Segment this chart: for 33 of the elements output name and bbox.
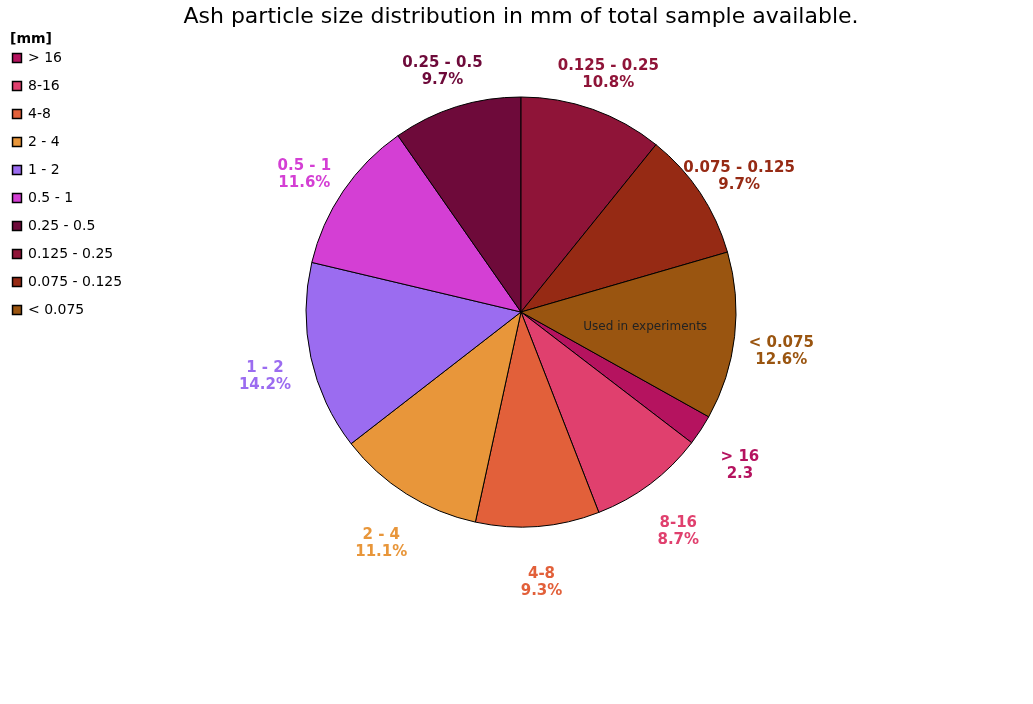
data-label: 8.7% <box>657 529 700 548</box>
slice-label: 0.075 - 0.125 <box>683 157 795 176</box>
slice-label: 2 - 4 <box>362 524 401 543</box>
slice-label: 1 - 2 <box>246 358 284 377</box>
legend-label: 8-16 <box>28 77 60 93</box>
legend-label: 0.075 - 0.125 <box>28 273 123 289</box>
slice-label: 0.25 - 0.5 <box>402 53 483 72</box>
slice-label: > 16 <box>720 446 760 465</box>
legend-label: 4-8 <box>28 105 51 121</box>
data-label: 2.3 <box>726 463 754 482</box>
data-label: 11.1% <box>355 541 408 560</box>
legend-title: [mm] <box>10 30 52 46</box>
legend-label: 0.125 - 0.25 <box>28 245 114 261</box>
data-label: 9.7% <box>421 70 464 89</box>
legend-label: < 0.075 <box>28 301 85 317</box>
slice-label: 8-16 <box>659 512 698 531</box>
slice-label: 0.5 - 1 <box>277 155 332 174</box>
data-label: 12.6% <box>755 349 808 368</box>
legend-label: 1 - 2 <box>28 161 60 177</box>
legend-label: 0.25 - 0.5 <box>28 217 96 233</box>
legend-label: 0.5 - 1 <box>28 189 74 205</box>
data-label: 9.7% <box>718 174 760 193</box>
slice-label: < 0.075 <box>748 332 814 351</box>
slice-label: 4-8 <box>527 564 556 583</box>
data-label: 10.8% <box>582 72 635 91</box>
chart-title: Ash particle size distribution in mm of total sample available. <box>183 3 859 28</box>
legend-label: > 16 <box>28 49 63 65</box>
slice-label: 0.125 - 0.25 <box>557 55 659 74</box>
data-label: 14.2% <box>238 375 291 394</box>
text: Used in experiments <box>583 319 708 334</box>
data-label: 9.3% <box>520 581 563 600</box>
legend-label: 2 - 4 <box>28 133 60 149</box>
data-label: 11.6% <box>278 172 331 191</box>
